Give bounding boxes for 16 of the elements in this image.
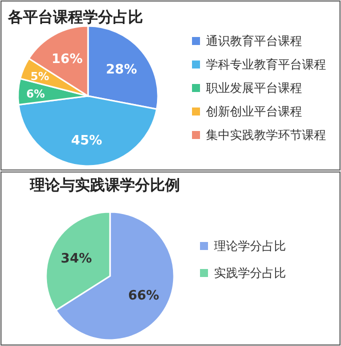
legend-label: 创新创业平台课程	[206, 104, 302, 118]
legend-label: 实践学分占比	[214, 266, 286, 280]
data-label: 66%	[128, 288, 160, 304]
data-label: 5%	[30, 70, 50, 84]
data-label: 28%	[106, 62, 138, 78]
legend-label: 职业发展平台课程	[206, 81, 302, 95]
data-label: 16%	[52, 52, 83, 67]
legend-label: 理论学分占比	[214, 239, 286, 253]
chart-title: 各平台课程学分占比	[7, 9, 143, 26]
legend-label: 集中实践教学环节课程	[206, 128, 326, 142]
data-label: 45%	[71, 133, 102, 148]
chart-title: 理论与实践课学分比例	[29, 176, 180, 194]
legend-label: 通识教育平台课程	[206, 34, 302, 48]
legend-label: 学科专业教育平台课程	[206, 58, 326, 72]
data-label: 34%	[60, 252, 92, 266]
data-label: 6%	[26, 88, 45, 101]
